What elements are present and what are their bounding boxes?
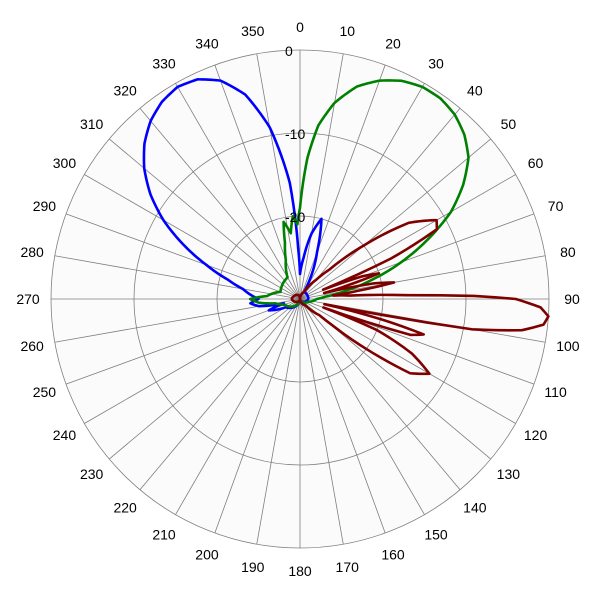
angle-tick-label: 210: [152, 527, 176, 543]
spoke-line: [299, 83, 425, 300]
spoke-line: [299, 298, 516, 424]
radial-tick-labels: 0 -10 -20: [285, 43, 305, 225]
angle-tick-label: 60: [528, 155, 544, 171]
series-3-trace: [290, 218, 550, 376]
angle-tick-label: 50: [501, 116, 517, 132]
spoke-line: [54, 255, 301, 300]
angle-tick-label: 200: [195, 547, 219, 563]
spoke-line: [299, 298, 461, 491]
spoke-line: [256, 298, 301, 545]
spoke-line: [299, 174, 516, 300]
angle-tick-label: 230: [80, 466, 104, 482]
angle-tick-label: 20: [385, 35, 401, 51]
angle-tick-label: 160: [381, 547, 405, 563]
angle-tick-label: 80: [560, 244, 576, 260]
radial-ring: [50, 49, 550, 549]
series-traces: [142, 78, 550, 376]
polar-grid: [50, 49, 550, 549]
angle-tick-label: 120: [524, 427, 548, 443]
spoke-line: [65, 213, 301, 300]
angle-tick-label: 340: [195, 35, 219, 51]
radial-tick-label: 0: [285, 43, 293, 59]
angle-tick-label: 100: [556, 338, 580, 354]
radial-ring: [216, 215, 384, 383]
spoke-line: [175, 298, 301, 515]
angle-tick-label: 240: [53, 427, 77, 443]
spoke-line: [299, 53, 344, 300]
angle-tick-label: 350: [241, 23, 265, 39]
angle-tick-label: 220: [113, 499, 137, 515]
angle-tick-label: 190: [241, 559, 265, 575]
angle-tick-label: 70: [548, 198, 564, 214]
angle-tick-label: 180: [288, 563, 312, 579]
spoke-line: [299, 64, 386, 300]
spoke-line: [108, 298, 301, 460]
angle-tick-label: 110: [544, 384, 567, 400]
angle-tick-label: 90: [564, 291, 580, 307]
spoke-line: [256, 53, 301, 300]
spoke-line: [139, 107, 301, 300]
spoke-line: [299, 107, 461, 300]
angle-tick-label: 290: [33, 198, 57, 214]
angle-tick-label: 10: [339, 23, 355, 39]
angle-tick-label: 170: [336, 559, 360, 575]
angle-tick-label: 250: [33, 384, 57, 400]
radial-tick-label: -10: [285, 126, 305, 142]
angle-tick-label: 280: [20, 244, 44, 260]
radial-ring: [133, 132, 467, 466]
angle-tick-label: 0: [296, 19, 304, 35]
spoke-line: [175, 83, 301, 300]
angle-tick-label: 330: [152, 55, 176, 71]
angle-tick-label: 150: [424, 527, 448, 543]
spoke-line: [214, 298, 301, 534]
angle-tick-label: 40: [467, 83, 483, 99]
angle-tick-label: 130: [497, 466, 521, 482]
radial-tick-label: -20: [285, 209, 305, 225]
angle-tick-label: 310: [80, 116, 104, 132]
spoke-line: [84, 298, 301, 424]
angle-tick-label: 300: [53, 155, 77, 171]
spoke-line: [84, 174, 301, 300]
spoke-line: [139, 298, 301, 491]
angle-tick-label: 260: [20, 338, 44, 354]
spoke-line: [299, 298, 386, 534]
angle-tick-label: 140: [463, 499, 487, 515]
spoke-line: [299, 298, 344, 545]
angle-tick-label: 320: [113, 83, 137, 99]
spoke-line: [299, 298, 425, 515]
angle-tick-label: 30: [428, 55, 444, 71]
spoke-line: [108, 138, 301, 300]
angle-tick-label: 270: [16, 291, 40, 307]
spoke-line: [299, 138, 492, 300]
angle-tick-labels: 0 10 20 30 40 50 60 70 80 90 100 110 120 130 140 150 160…: [16, 19, 580, 579]
spoke-line: [65, 298, 301, 385]
